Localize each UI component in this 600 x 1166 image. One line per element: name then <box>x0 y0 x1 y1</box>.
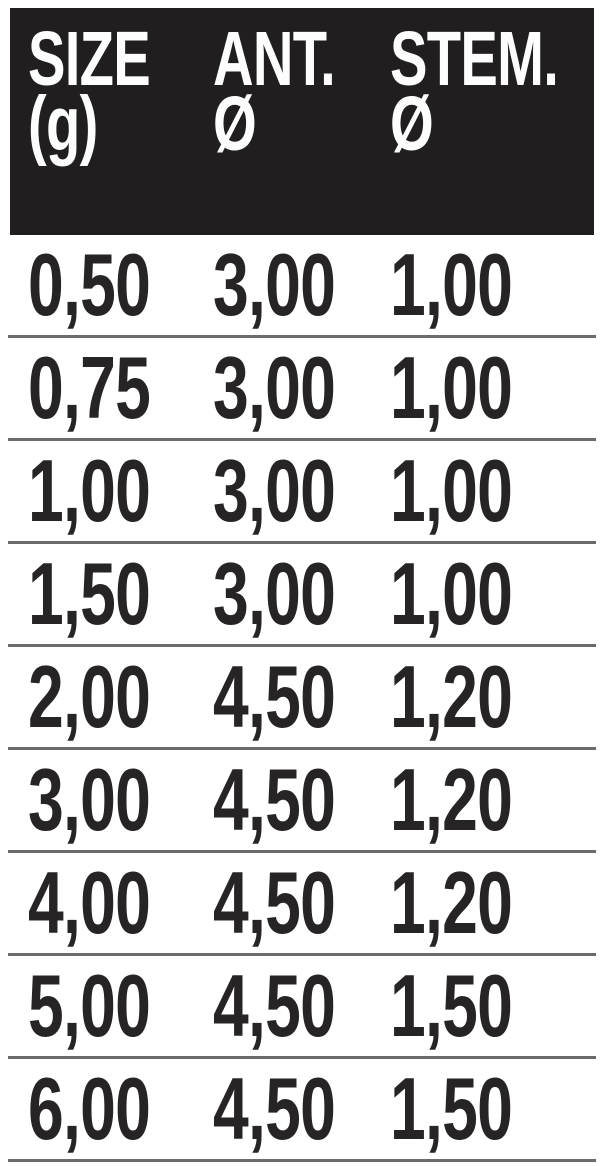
cell-ant-diameter: 4,50 <box>213 1059 336 1158</box>
cell-ant-diameter: 3,00 <box>213 544 336 643</box>
table-row: 2,00 4,50 1,20 <box>8 647 596 750</box>
table-row: 1,00 3,00 1,00 <box>8 441 596 544</box>
cell-stem-diameter: 1,00 <box>390 338 513 437</box>
table-header: SIZE (g) ANT. Ø STEM. Ø <box>10 8 594 235</box>
header-cell-stem-diameter: STEM. Ø <box>390 16 600 235</box>
cell-stem-diameter: 1,00 <box>390 441 513 540</box>
table-body: 0,50 3,00 1,00 0,75 3,00 1,00 1,00 3,00 … <box>8 235 596 1162</box>
header-size-unit: (g) <box>28 81 98 167</box>
cell-stem-diameter: 1,50 <box>390 956 513 1055</box>
table-row: 0,50 3,00 1,00 <box>8 235 596 338</box>
header-stem-label: STEM. <box>390 16 559 102</box>
header-cell-ant-diameter: ANT. Ø <box>213 16 390 235</box>
cell-ant-diameter: 4,50 <box>213 853 336 952</box>
cell-stem-diameter: 1,50 <box>390 1059 513 1158</box>
table-row: 0,75 3,00 1,00 <box>8 338 596 441</box>
cell-ant-diameter: 3,00 <box>213 235 336 334</box>
cell-stem-diameter: 1,20 <box>390 647 513 746</box>
header-stem-diameter-symbol: Ø <box>390 81 434 167</box>
table-row: 1,50 3,00 1,00 <box>8 544 596 647</box>
header-ant-diameter-symbol: Ø <box>213 81 257 167</box>
cell-ant-diameter: 4,50 <box>213 750 336 849</box>
cell-stem-diameter: 1,00 <box>390 544 513 643</box>
table-row: 5,00 4,50 1,50 <box>8 956 596 1059</box>
cell-size: 2,00 <box>28 647 151 746</box>
header-cell-size: SIZE (g) <box>28 16 213 235</box>
cell-size: 4,00 <box>28 853 151 952</box>
cell-size: 6,00 <box>28 1059 151 1158</box>
cell-size: 1,00 <box>28 441 151 540</box>
cell-size: 0,50 <box>28 235 151 334</box>
cell-size: 1,50 <box>28 544 151 643</box>
cell-ant-diameter: 4,50 <box>213 647 336 746</box>
cell-stem-diameter: 1,00 <box>390 235 513 334</box>
table-row: 3,00 4,50 1,20 <box>8 750 596 853</box>
table-row: 6,00 4,50 1,50 <box>8 1059 596 1162</box>
table-row: 4,00 4,50 1,20 <box>8 853 596 956</box>
cell-size: 3,00 <box>28 750 151 849</box>
cell-stem-diameter: 1,20 <box>390 750 513 849</box>
cell-size: 0,75 <box>28 338 151 437</box>
cell-ant-diameter: 3,00 <box>213 441 336 540</box>
cell-stem-diameter: 1,20 <box>390 853 513 952</box>
cell-size: 5,00 <box>28 956 151 1055</box>
header-size-label: SIZE <box>28 16 151 102</box>
cell-ant-diameter: 4,50 <box>213 956 336 1055</box>
cell-ant-diameter: 3,00 <box>213 338 336 437</box>
header-ant-label: ANT. <box>213 16 336 102</box>
